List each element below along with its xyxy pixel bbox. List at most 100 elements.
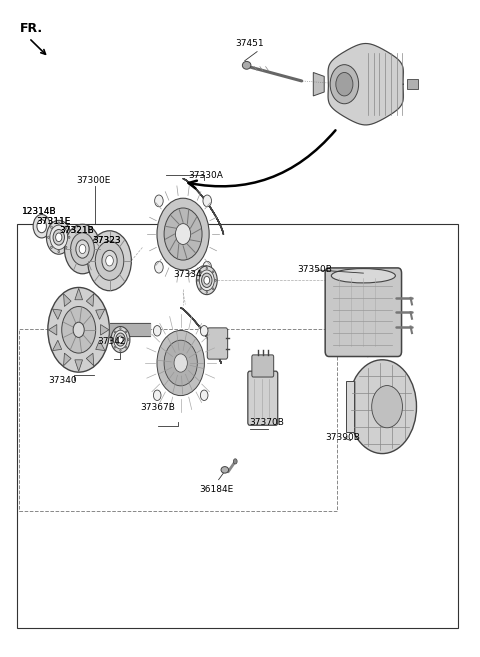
Polygon shape xyxy=(183,179,223,234)
Circle shape xyxy=(157,198,209,270)
Circle shape xyxy=(50,246,52,248)
Circle shape xyxy=(48,288,109,372)
FancyBboxPatch shape xyxy=(248,371,278,425)
Circle shape xyxy=(50,225,68,250)
Text: 37321B: 37321B xyxy=(60,226,95,235)
Circle shape xyxy=(154,390,161,401)
Polygon shape xyxy=(180,307,221,363)
Circle shape xyxy=(336,72,353,96)
Text: 37334: 37334 xyxy=(174,270,202,279)
Circle shape xyxy=(120,350,121,351)
Text: 37390B: 37390B xyxy=(325,434,360,442)
Circle shape xyxy=(50,226,52,229)
Circle shape xyxy=(348,360,417,453)
Text: 37321B: 37321B xyxy=(60,226,95,235)
Circle shape xyxy=(114,346,116,348)
Bar xyxy=(19,328,337,511)
Circle shape xyxy=(68,236,70,238)
Text: 37311E: 37311E xyxy=(36,217,71,225)
FancyBboxPatch shape xyxy=(325,268,402,357)
Circle shape xyxy=(203,261,212,273)
Circle shape xyxy=(65,226,67,229)
Text: 37300E: 37300E xyxy=(76,176,111,185)
Text: 37323: 37323 xyxy=(92,236,120,245)
Text: 37342: 37342 xyxy=(97,337,126,346)
Circle shape xyxy=(58,222,60,224)
Circle shape xyxy=(118,336,123,343)
FancyBboxPatch shape xyxy=(252,355,274,377)
Circle shape xyxy=(154,326,161,336)
Text: 37370B: 37370B xyxy=(250,419,284,428)
Circle shape xyxy=(164,208,202,260)
Circle shape xyxy=(206,291,207,293)
Circle shape xyxy=(155,195,163,207)
Circle shape xyxy=(64,224,100,274)
Circle shape xyxy=(48,236,49,238)
Text: 37330A: 37330A xyxy=(188,171,223,180)
Bar xyxy=(17,224,458,628)
Polygon shape xyxy=(96,309,105,319)
Circle shape xyxy=(37,219,47,233)
Circle shape xyxy=(71,233,95,265)
Circle shape xyxy=(202,273,212,288)
Circle shape xyxy=(200,271,201,273)
Circle shape xyxy=(114,331,116,332)
Circle shape xyxy=(65,246,67,248)
Circle shape xyxy=(157,330,204,396)
Text: 36184E: 36184E xyxy=(200,485,234,494)
Circle shape xyxy=(200,288,201,290)
Text: 37350B: 37350B xyxy=(297,265,332,275)
Circle shape xyxy=(128,338,129,340)
Circle shape xyxy=(116,333,125,346)
Circle shape xyxy=(79,244,86,254)
Text: 37367B: 37367B xyxy=(140,403,175,413)
Circle shape xyxy=(212,288,214,290)
Circle shape xyxy=(200,326,208,336)
Polygon shape xyxy=(75,360,83,371)
Circle shape xyxy=(58,250,60,253)
Circle shape xyxy=(206,267,207,269)
Circle shape xyxy=(47,220,71,254)
Circle shape xyxy=(96,241,124,281)
Circle shape xyxy=(102,250,117,271)
Circle shape xyxy=(215,279,216,281)
Text: 37323: 37323 xyxy=(92,236,120,245)
Circle shape xyxy=(164,340,197,386)
Circle shape xyxy=(114,330,127,349)
Ellipse shape xyxy=(242,61,251,69)
Circle shape xyxy=(155,261,163,273)
Circle shape xyxy=(62,307,96,353)
Text: 37451: 37451 xyxy=(235,39,264,49)
Text: 12314B: 12314B xyxy=(22,207,56,215)
Circle shape xyxy=(204,277,210,284)
Polygon shape xyxy=(328,43,403,125)
Circle shape xyxy=(372,386,402,428)
Circle shape xyxy=(112,338,113,340)
Polygon shape xyxy=(52,309,61,319)
Polygon shape xyxy=(96,340,105,351)
Text: 37311E: 37311E xyxy=(36,217,71,225)
Bar xyxy=(407,79,418,89)
Circle shape xyxy=(212,271,214,273)
Text: 37340: 37340 xyxy=(48,376,76,385)
Circle shape xyxy=(76,240,89,258)
Ellipse shape xyxy=(331,269,396,283)
Bar xyxy=(346,381,354,432)
Circle shape xyxy=(111,327,130,353)
Circle shape xyxy=(233,459,237,464)
Circle shape xyxy=(33,214,50,238)
Circle shape xyxy=(73,322,84,338)
Circle shape xyxy=(200,390,208,401)
Circle shape xyxy=(106,256,113,266)
Polygon shape xyxy=(100,325,109,335)
FancyBboxPatch shape xyxy=(207,328,228,359)
Polygon shape xyxy=(86,353,94,366)
Polygon shape xyxy=(52,340,61,351)
Polygon shape xyxy=(75,288,83,300)
Polygon shape xyxy=(48,325,57,335)
Circle shape xyxy=(330,64,359,104)
Circle shape xyxy=(125,331,127,332)
Circle shape xyxy=(196,266,217,294)
Polygon shape xyxy=(313,72,324,96)
Text: FR.: FR. xyxy=(19,22,43,35)
